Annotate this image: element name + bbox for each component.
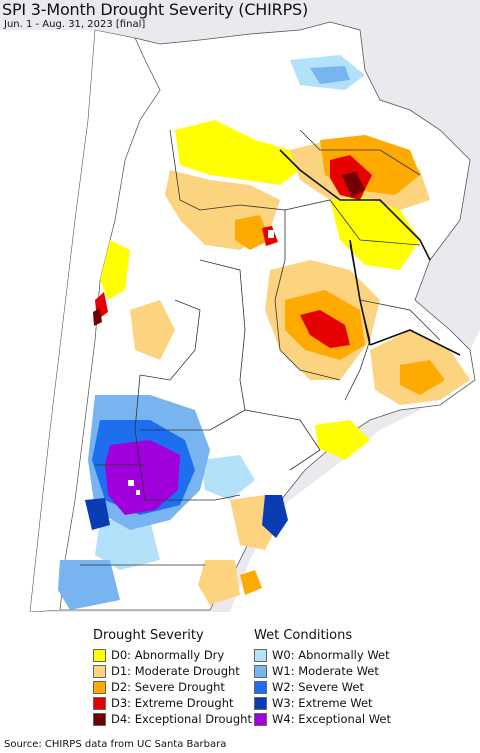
legend-wet-title: Wet Conditions	[254, 628, 353, 643]
source-credit: Source: CHIRPS data from UC Santa Barbar…	[4, 739, 227, 750]
map-subtitle: Jun. 1 - Aug. 31, 2023 [final]	[4, 19, 146, 30]
legend-item-d0: D0: Abnormally Dry	[93, 647, 252, 663]
no-data-spots	[128, 230, 274, 495]
legend-label-w0: W0: Abnormally Wet	[272, 648, 390, 662]
legend-item-d2: D2: Severe Drought	[93, 679, 252, 695]
legend-label-d4: D4: Exceptional Drought	[111, 712, 252, 726]
d0-areas	[100, 120, 420, 460]
legend-item-d3: D3: Extreme Drought	[93, 695, 252, 711]
legend-label-w2: W2: Severe Wet	[272, 680, 364, 694]
legend-swatch-w0	[254, 648, 267, 662]
legend-swatch-w3	[254, 696, 267, 710]
legend-swatch-d2	[93, 680, 106, 694]
national-borders	[279, 149, 461, 356]
atlantic-ocean	[230, 330, 480, 612]
legend-label-d2: D2: Severe Drought	[111, 680, 225, 694]
map-title: SPI 3-Month Drought Severity (CHIRPS)	[2, 0, 309, 19]
w3-areas	[85, 495, 288, 538]
legend-item-d1: D1: Moderate Drought	[93, 663, 252, 679]
legend-swatch-d1	[93, 664, 106, 678]
legend-swatch-w1	[254, 664, 267, 678]
legend-label-d1: D1: Moderate Drought	[111, 664, 240, 678]
legend-item-w4: W4: Exceptional Wet	[254, 711, 391, 727]
legend-wet: Wet Conditions W0: Abnormally Wet W1: Mo…	[254, 628, 391, 727]
legend-item-w3: W3: Extreme Wet	[254, 695, 391, 711]
legend-item-d4: D4: Exceptional Drought	[93, 711, 252, 727]
legend-label-d0: D0: Abnormally Dry	[111, 648, 225, 662]
legend-drought-title: Drought Severity	[93, 628, 204, 643]
map-svg	[0, 0, 480, 612]
legend-swatch-d0	[93, 648, 106, 662]
legend-swatch-d4	[93, 712, 106, 726]
d4-areas	[93, 172, 365, 326]
legend-label-w1: W1: Moderate Wet	[272, 664, 379, 678]
pacific-ocean	[0, 30, 95, 612]
legend-item-w2: W2: Severe Wet	[254, 679, 391, 695]
legend-label-d3: D3: Extreme Drought	[111, 696, 234, 710]
legend-swatch-w2	[254, 680, 267, 694]
legend-item-w1: W1: Moderate Wet	[254, 663, 391, 679]
legend-swatch-d3	[93, 696, 106, 710]
legend-drought: Drought Severity D0: Abnormally Dry D1: …	[93, 628, 252, 727]
legend-label-w3: W3: Extreme Wet	[272, 696, 373, 710]
w4-areas	[105, 440, 180, 515]
drought-map	[0, 0, 480, 612]
legend-label-w4: W4: Exceptional Wet	[272, 712, 391, 726]
legend-item-w0: W0: Abnormally Wet	[254, 647, 391, 663]
legend-swatch-w4	[254, 712, 267, 726]
